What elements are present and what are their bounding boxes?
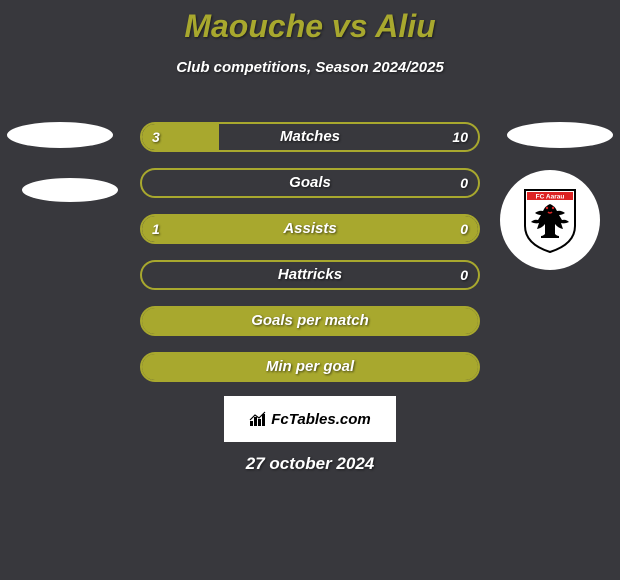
stat-bar: Min per goal [140,352,480,382]
stat-bar: Goals0 [140,168,480,198]
stat-bar: Matches3 10 [140,122,480,152]
svg-text:FC Aarau: FC Aarau [536,194,565,201]
player2-badge-top [507,122,613,148]
stat-value-right: 0 [460,216,468,242]
stat-bar: Assists1 0 [140,214,480,244]
player1-badge-bottom [22,178,118,202]
club-shield-icon: FC Aarau [521,186,579,254]
stat-value-left: 1 [152,216,160,242]
stat-value-left: 3 [152,124,160,150]
stat-value-right: 0 [460,262,468,288]
comparison-subtitle: Club competitions, Season 2024/2025 [0,59,620,76]
stat-label: Goals per match [142,308,478,334]
stat-bar: Goals per match [140,306,480,336]
stats-bars: Matches310Goals0Assists10Hattricks0Goals… [140,122,480,398]
stat-label: Goals [142,170,478,196]
chart-icon [249,411,267,427]
stat-label: Assists [142,216,478,242]
stat-label: Min per goal [142,354,478,380]
comparison-date: 27 october 2024 [0,454,620,474]
stat-label: Hattricks [142,262,478,288]
brand-label: FcTables.com [271,411,370,428]
stat-value-right: 0 [460,170,468,196]
player2-club-logo: FC Aarau [500,170,600,270]
brand-box: FcTables.com [224,396,396,442]
player1-badge-top [7,122,113,148]
stat-bar: Hattricks0 [140,260,480,290]
stat-label: Matches [142,124,478,150]
stat-value-right: 10 [452,124,468,150]
comparison-title: Maouche vs Aliu [0,0,620,45]
